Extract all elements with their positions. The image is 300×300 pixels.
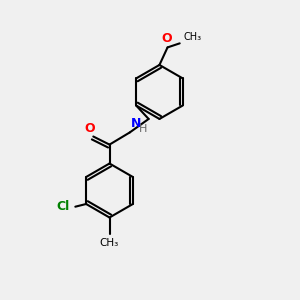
Text: O: O [161, 32, 172, 45]
Text: Cl: Cl [57, 200, 70, 213]
Text: O: O [84, 122, 94, 135]
Text: CH₃: CH₃ [100, 238, 119, 248]
Text: N: N [131, 117, 142, 130]
Text: H: H [139, 124, 148, 134]
Text: CH₃: CH₃ [184, 32, 202, 42]
